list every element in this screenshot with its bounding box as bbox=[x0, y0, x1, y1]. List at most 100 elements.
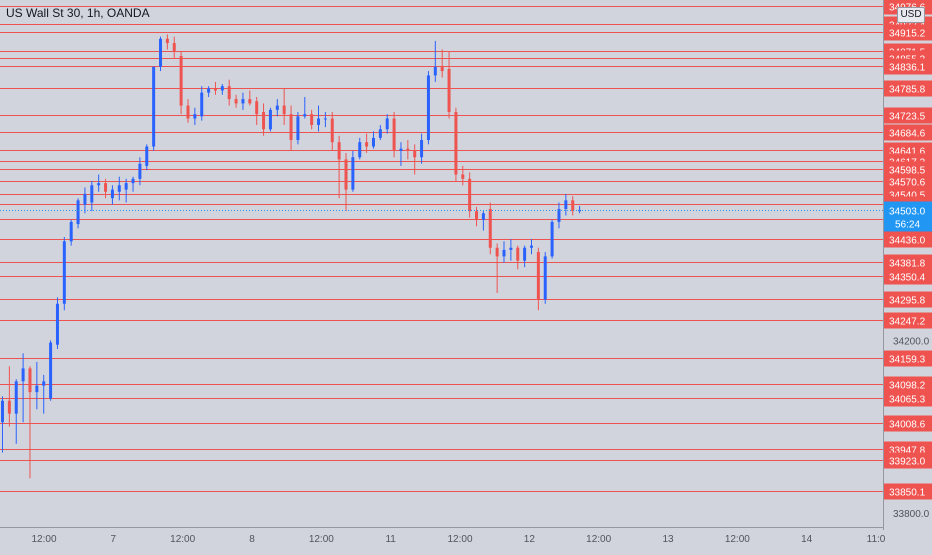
candle-body bbox=[392, 118, 396, 151]
candle-body bbox=[481, 213, 485, 220]
level-price-label: 33850.1 bbox=[889, 488, 926, 499]
candle-body bbox=[138, 163, 142, 179]
candle-body bbox=[406, 148, 410, 151]
candle-body bbox=[234, 99, 238, 104]
level-price-tag-bg bbox=[884, 291, 932, 308]
level-price-tag-bg bbox=[884, 231, 932, 248]
candle-body bbox=[413, 150, 417, 158]
candle-body bbox=[426, 75, 430, 141]
candle-body bbox=[468, 178, 472, 212]
candle-body bbox=[159, 38, 163, 67]
candle-body bbox=[207, 88, 211, 93]
candle-body bbox=[454, 112, 458, 175]
current-price-tag-bg bbox=[884, 201, 932, 232]
level-price-tag-bg bbox=[884, 452, 932, 469]
candle-body bbox=[447, 68, 451, 113]
candle-body bbox=[97, 183, 101, 186]
candle-body bbox=[220, 86, 224, 91]
level-price-tag-bg bbox=[884, 415, 932, 432]
level-price-label: 34436.0 bbox=[889, 236, 926, 247]
level-price-tag: 34785.8 bbox=[884, 80, 932, 97]
candle-body bbox=[557, 208, 561, 222]
candles bbox=[1, 34, 582, 479]
level-price-label: 34836.1 bbox=[889, 63, 926, 74]
candle-body bbox=[42, 381, 46, 386]
level-price-label: 34247.2 bbox=[889, 317, 926, 328]
candle-body bbox=[172, 43, 176, 52]
level-lines bbox=[0, 6, 884, 492]
candle-body bbox=[495, 247, 499, 257]
candle-body bbox=[543, 256, 547, 300]
candle-body bbox=[337, 142, 341, 160]
price-axis[interactable]: 34976.634933.434915.234871.534855.334836… bbox=[884, 0, 932, 520]
level-price-tag: 34295.8 bbox=[884, 291, 932, 308]
level-price-tag: 33923.0 bbox=[884, 452, 932, 469]
candle-body bbox=[76, 200, 80, 225]
candle-body bbox=[502, 249, 506, 257]
candle-body bbox=[371, 137, 375, 147]
candle-body bbox=[523, 247, 527, 261]
candle-body bbox=[303, 114, 307, 117]
candle-body bbox=[275, 105, 279, 110]
y-tick-label: 33800.0 bbox=[893, 509, 930, 520]
candle-body bbox=[152, 66, 156, 147]
level-price-tag-bg bbox=[884, 80, 932, 97]
level-price-tag: 34159.3 bbox=[884, 350, 932, 367]
candle-body bbox=[564, 200, 568, 209]
level-price-tag: 34098.2 bbox=[884, 376, 932, 393]
x-tick-label: 12:00 bbox=[447, 534, 472, 545]
level-price-tag-bg bbox=[884, 173, 932, 190]
candle-body bbox=[193, 114, 197, 119]
candle-body bbox=[35, 385, 39, 393]
x-tick-label: 12:00 bbox=[31, 534, 56, 545]
x-tick-label: 7 bbox=[111, 534, 117, 545]
currency-button[interactable]: USD bbox=[897, 7, 925, 23]
level-price-label: 34641.6 bbox=[889, 147, 926, 158]
x-tick-label: 11:0 bbox=[867, 534, 886, 545]
level-price-tag-bg bbox=[884, 107, 932, 124]
time-axis[interactable]: 12:00 7 12:00 8 12:00 11 12:00 12 12:00 13 12:00 14… bbox=[31, 534, 885, 545]
candle-body bbox=[145, 146, 149, 166]
candle-body bbox=[344, 159, 348, 190]
level-price-label: 34570.6 bbox=[889, 178, 926, 189]
candle-body bbox=[536, 252, 540, 300]
candle-body bbox=[433, 66, 437, 76]
candle-body bbox=[330, 118, 334, 143]
candle-body bbox=[200, 92, 204, 117]
level-price-label: 34723.5 bbox=[889, 112, 926, 123]
current-price-value: 34503.0 bbox=[889, 207, 926, 218]
current-price-countdown: 56:24 bbox=[895, 220, 920, 231]
level-price-tag: 34381.8 bbox=[884, 254, 932, 271]
level-price-label: 33947.8 bbox=[889, 446, 926, 457]
candle-body bbox=[241, 99, 245, 104]
level-price-tag-bg bbox=[884, 376, 932, 393]
level-price-tag-bg bbox=[884, 254, 932, 271]
candle-body bbox=[49, 342, 53, 399]
level-price-label: 34350.4 bbox=[889, 273, 926, 284]
level-price-label: 34540.5 bbox=[889, 191, 926, 202]
candle-body bbox=[351, 157, 355, 190]
candle-body bbox=[358, 142, 362, 158]
level-price-tag-bg bbox=[884, 124, 932, 141]
level-price-tag-bg bbox=[884, 312, 932, 329]
candle-body bbox=[1, 400, 4, 423]
candle-body bbox=[110, 189, 114, 199]
candle-body bbox=[21, 368, 25, 382]
candle-body bbox=[186, 105, 190, 119]
level-price-label: 34098.2 bbox=[889, 381, 926, 392]
level-price-label: 34008.6 bbox=[889, 420, 926, 431]
level-price-label: 34295.8 bbox=[889, 296, 926, 307]
x-tick-label: 8 bbox=[249, 534, 255, 545]
candle-body bbox=[62, 241, 66, 304]
level-price-label: 34684.6 bbox=[889, 129, 926, 140]
level-price-label: 34598.5 bbox=[889, 166, 926, 177]
candle-body bbox=[14, 381, 18, 414]
candle-body bbox=[323, 118, 327, 120]
candle-body bbox=[488, 208, 492, 248]
candle-body bbox=[104, 183, 108, 192]
level-price-tag-bg bbox=[884, 268, 932, 285]
level-price-tag: 34247.2 bbox=[884, 312, 932, 329]
candle-body bbox=[550, 221, 554, 257]
